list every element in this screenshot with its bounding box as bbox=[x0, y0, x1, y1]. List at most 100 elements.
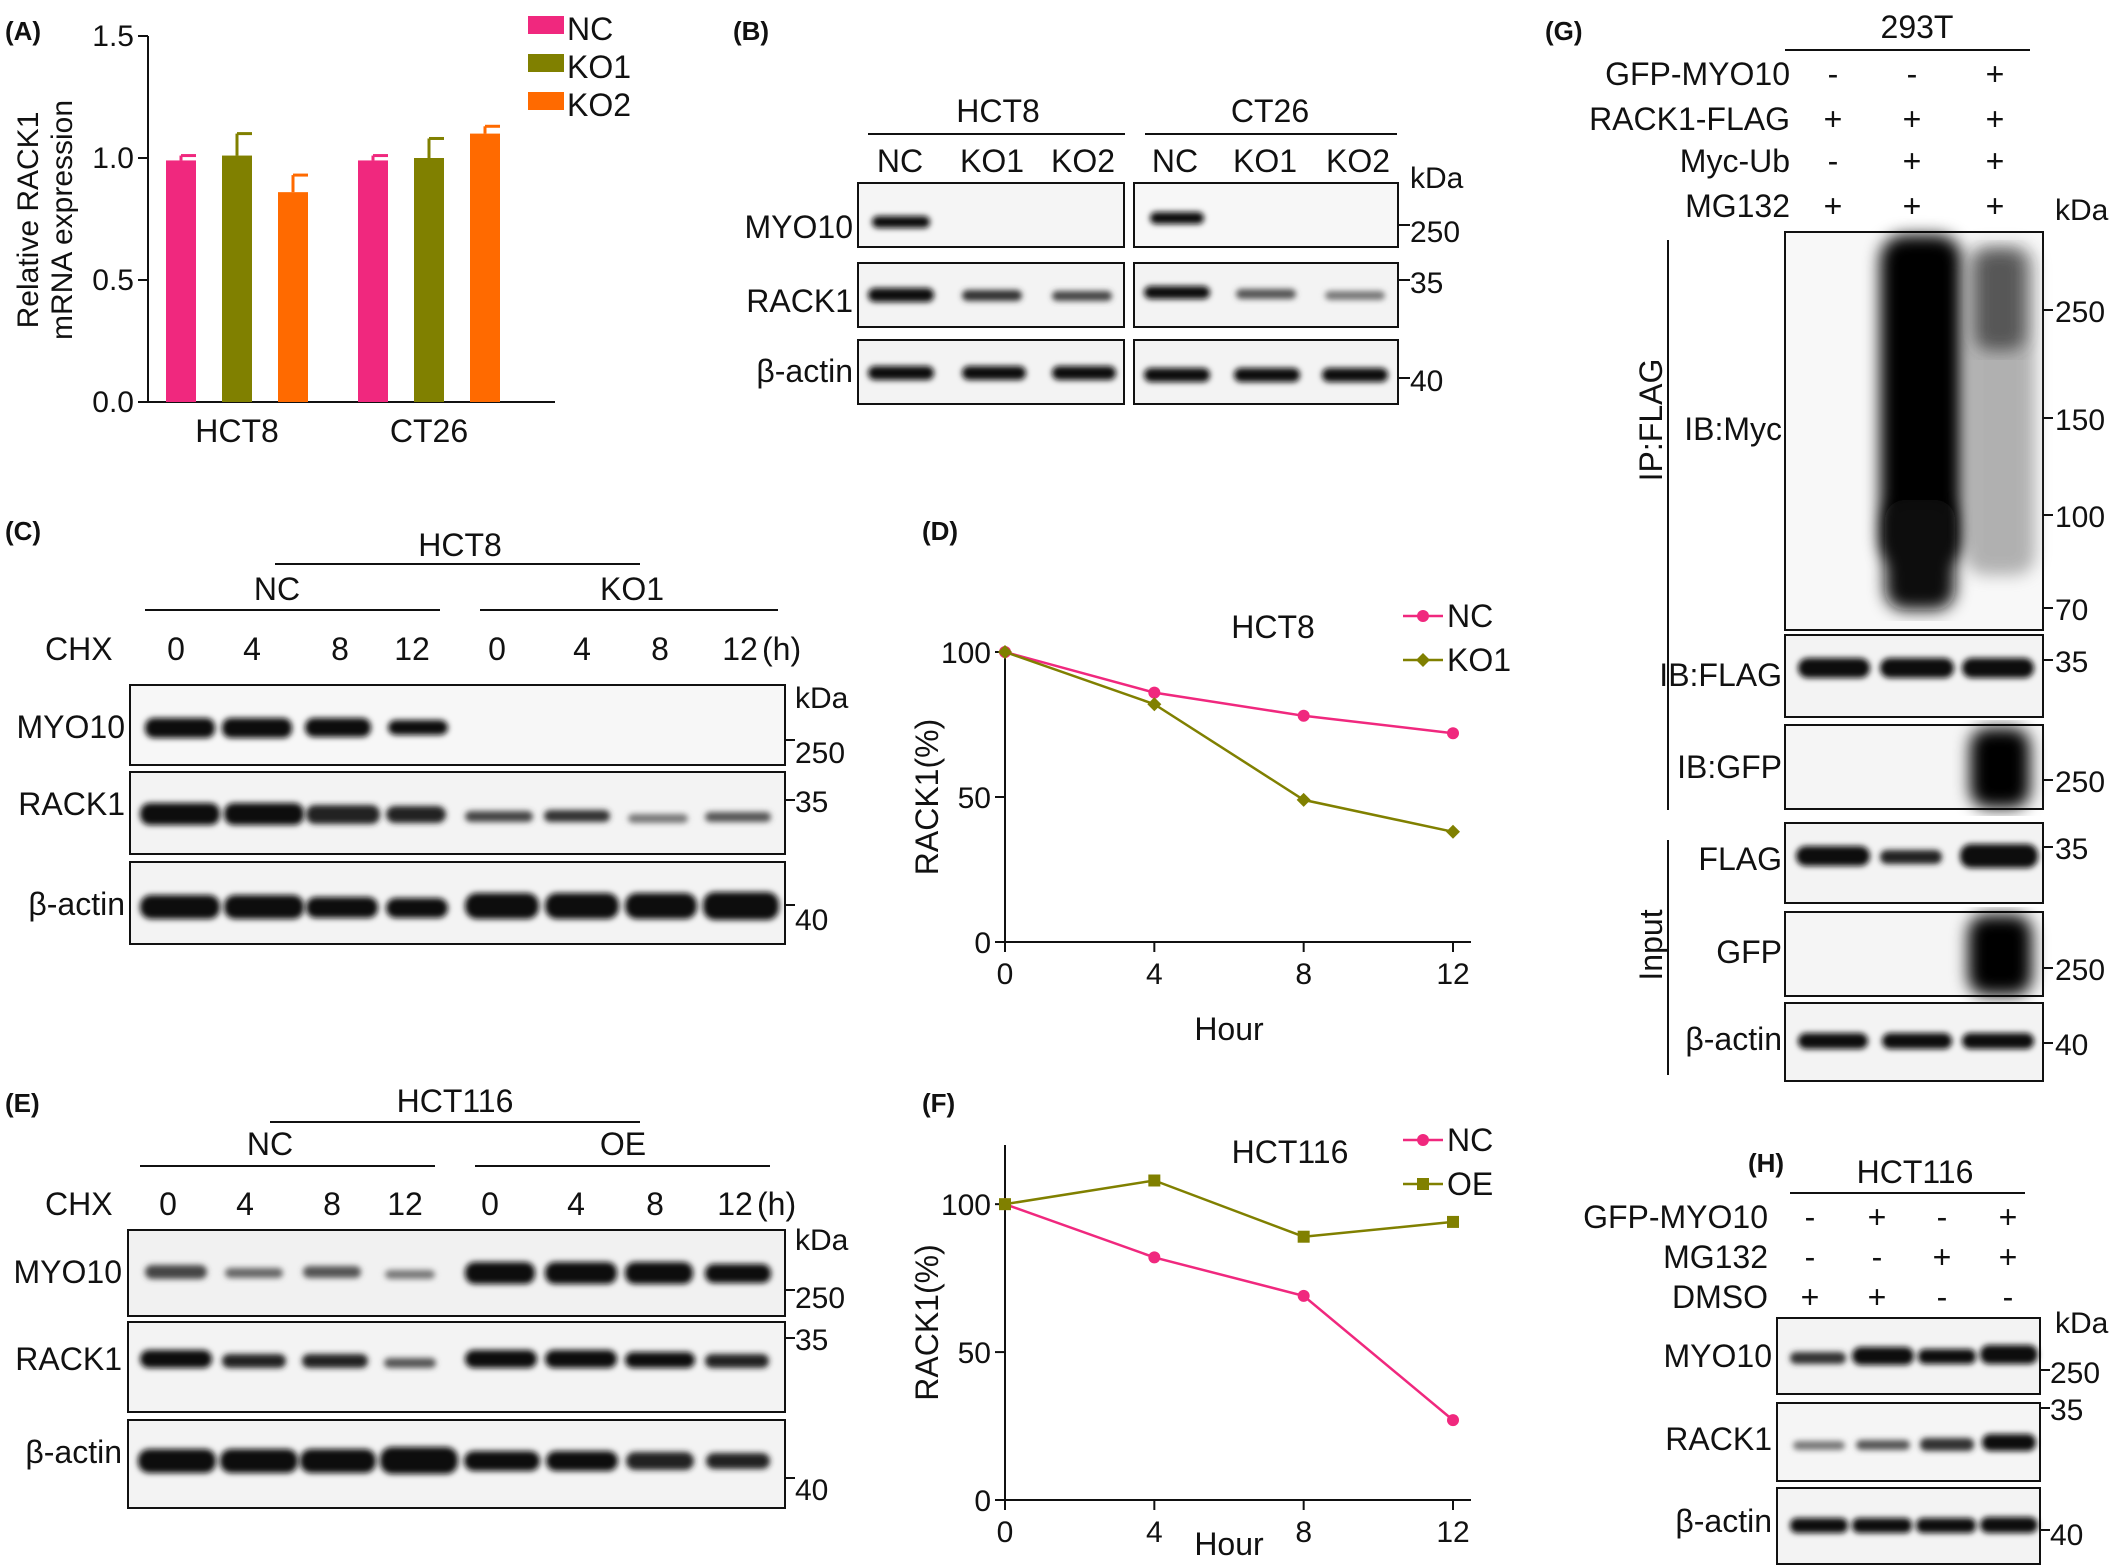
x-tick-label: 0 bbox=[997, 958, 1014, 991]
data-point-oe bbox=[999, 1198, 1011, 1211]
plus-sign: + bbox=[1801, 1279, 1820, 1315]
time-8: 8 bbox=[323, 1186, 341, 1222]
data-point-nc bbox=[1148, 1251, 1161, 1264]
marker-250: 250 bbox=[2055, 766, 2105, 799]
y-tick-label: 0.5 bbox=[92, 264, 134, 297]
marker-40: 40 bbox=[1410, 365, 1443, 398]
data-point-nc bbox=[1297, 709, 1310, 722]
x-tick-label: 4 bbox=[1146, 958, 1163, 991]
panel-b: (B) HCT8 CT26 NC KO1 KO2 NC KO1 KO2 kDa … bbox=[733, 16, 1464, 405]
lane-label-ko2: KO2 bbox=[1326, 143, 1390, 179]
protein-label-actin: β-actin bbox=[1685, 1021, 1782, 1057]
panel-c: (C) HCT8 NC KO1 CHX 0 4 8 12 0 4 8 12 (h… bbox=[5, 516, 849, 945]
data-point-ko1 bbox=[1147, 697, 1162, 712]
marker-250: 250 bbox=[2055, 954, 2105, 987]
time-4: 4 bbox=[236, 1186, 254, 1222]
marker-35: 35 bbox=[2050, 1394, 2083, 1427]
group-label-oe: OE bbox=[600, 1126, 646, 1162]
bar-ko1 bbox=[414, 158, 444, 402]
data-point-oe bbox=[1297, 1230, 1310, 1243]
minus-sign: - bbox=[1872, 1239, 1883, 1275]
cell-label-ct26: CT26 bbox=[1231, 93, 1309, 129]
plus-sign: + bbox=[1903, 143, 1922, 179]
panel-a: (A) 0.0 0.5 1.0 1.5 Relative RACK1mRNA expre… bbox=[5, 11, 631, 449]
protein-label-rack1: RACK1 bbox=[746, 283, 853, 319]
legend-label-oe: OE bbox=[1447, 1166, 1493, 1202]
x-tick-label: 8 bbox=[1295, 958, 1312, 991]
y-axis-label: RACK1(%) bbox=[909, 1244, 945, 1400]
treatment-label: MG132 bbox=[1685, 188, 1790, 224]
y-axis-label-line: mRNA expression bbox=[46, 100, 79, 340]
y-tick-label: 50 bbox=[958, 1337, 991, 1370]
blot-b-hct8-myo10 bbox=[857, 182, 1125, 248]
marker-40: 40 bbox=[795, 1474, 828, 1507]
plus-sign: + bbox=[1824, 101, 1843, 137]
bar-ko2 bbox=[278, 192, 308, 402]
panel-e: (E) HCT116 NC OE CHX 0 4 8 12 0 4 8 12 (… bbox=[5, 1083, 849, 1509]
legend-label-nc: NC bbox=[1447, 1122, 1493, 1158]
protein-label-actin: β-actin bbox=[756, 353, 853, 389]
protein-label-myo10: MYO10 bbox=[745, 209, 853, 245]
kda-label: kDa bbox=[2055, 1307, 2109, 1340]
data-point-nc bbox=[1417, 1134, 1429, 1146]
lane-label-nc: NC bbox=[1152, 143, 1198, 179]
data-point-nc bbox=[1148, 686, 1161, 699]
plus-sign: + bbox=[1986, 101, 2005, 137]
blot-g-ib-myc bbox=[1784, 231, 2044, 631]
time-0: 0 bbox=[167, 631, 185, 667]
marker-250: 250 bbox=[795, 1282, 845, 1315]
plus-sign: + bbox=[1868, 1199, 1887, 1235]
ib-flag-label: IB:FLAG bbox=[1659, 657, 1782, 693]
blot-b-hct8-rack1 bbox=[857, 262, 1125, 328]
legend-swatch-ko2 bbox=[528, 92, 564, 110]
marker-100: 100 bbox=[2055, 501, 2105, 534]
panel-f: (F) 0 50 100 0 4 8 12 Hour RACK1(%) HCT116 NC OE bbox=[909, 1088, 1493, 1562]
protein-label-actin: β-actin bbox=[28, 886, 125, 922]
y-axis-label: Relative RACK1mRNA expression bbox=[12, 100, 79, 340]
lane-label-ko2: KO2 bbox=[1051, 143, 1115, 179]
data-point-oe bbox=[1417, 1178, 1429, 1190]
y-tick-label: 1.5 bbox=[92, 20, 134, 53]
marker-250: 250 bbox=[1410, 216, 1460, 249]
x-axis-label: Hour bbox=[1194, 1011, 1264, 1047]
marker-40: 40 bbox=[2050, 1519, 2083, 1552]
blot-b-ct26-myo10 bbox=[1133, 182, 1399, 248]
treatment-label: GFP-MYO10 bbox=[1583, 1199, 1768, 1235]
chart-title: HCT8 bbox=[1231, 609, 1315, 645]
ib-myc-label: IB:Myc bbox=[1684, 411, 1782, 447]
x-tick-label: 0 bbox=[997, 1516, 1014, 1549]
ip-label: IP:FLAG bbox=[1633, 359, 1669, 482]
input-label: Input bbox=[1633, 909, 1669, 980]
legend-label-nc: NC bbox=[1447, 598, 1493, 634]
protein-label-myo10: MYO10 bbox=[17, 709, 125, 745]
plus-sign: + bbox=[1933, 1239, 1952, 1275]
data-point-ko1 bbox=[1446, 824, 1460, 839]
y-tick-label: 100 bbox=[941, 637, 991, 670]
data-point-nc bbox=[1417, 610, 1429, 622]
marker-35: 35 bbox=[2055, 646, 2088, 679]
protein-label-actin: β-actin bbox=[25, 1434, 122, 1470]
line-chart-d: 0 50 100 0 4 8 12 Hour RACK1(%) HCT8 NC KO1 bbox=[909, 598, 1511, 1047]
x-tick-label: 12 bbox=[1436, 1516, 1469, 1549]
marker-250: 250 bbox=[795, 737, 845, 770]
minus-sign: - bbox=[1828, 143, 1839, 179]
panel-label-d: (D) bbox=[922, 516, 958, 546]
y-axis-label-line: Relative RACK1 bbox=[12, 112, 45, 329]
y-tick-label: 50 bbox=[958, 782, 991, 815]
gfp-label: GFP bbox=[1716, 934, 1782, 970]
panel-d: (D) 0 50 100 0 4 8 12 Hour RACK1(%) HCT8 NC KO1 bbox=[909, 516, 1511, 1047]
kda-label: kDa bbox=[795, 1224, 849, 1257]
blot-e-myo10 bbox=[127, 1229, 786, 1317]
plus-sign: + bbox=[1903, 101, 1922, 137]
legend-swatch-nc bbox=[528, 16, 564, 34]
panel-label-b: (B) bbox=[733, 16, 769, 46]
blot-h-rack1 bbox=[1776, 1402, 2041, 1482]
data-point-ko1 bbox=[1296, 792, 1311, 807]
group-label-nc: NC bbox=[254, 571, 300, 607]
marker-35: 35 bbox=[1410, 267, 1443, 300]
blot-g-input-flag bbox=[1784, 822, 2044, 904]
line-chart-f: 0 50 100 0 4 8 12 Hour RACK1(%) HCT116 NC OE bbox=[909, 1122, 1493, 1562]
kda-label: kDa bbox=[1410, 162, 1464, 195]
time-4: 4 bbox=[573, 631, 591, 667]
